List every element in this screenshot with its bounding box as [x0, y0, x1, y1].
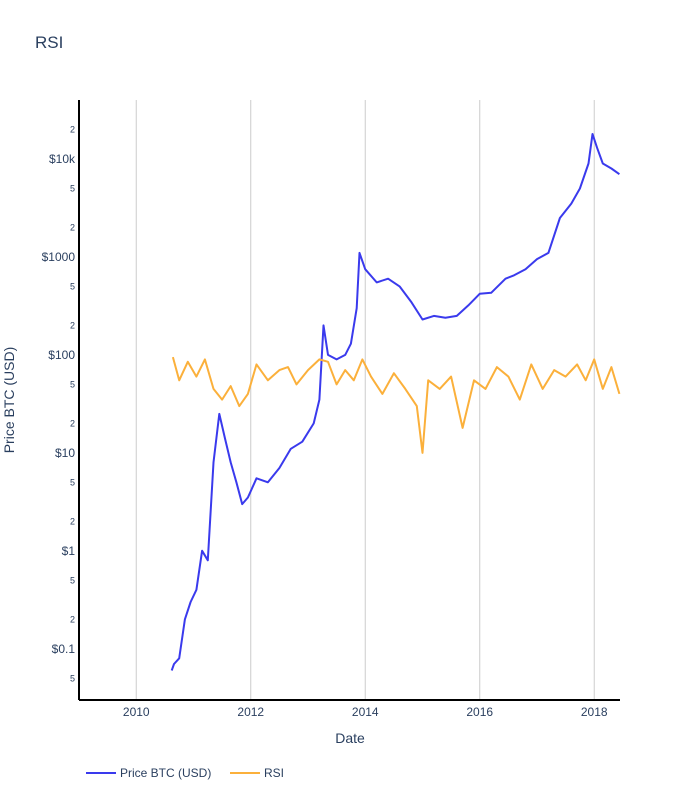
x-tick-labels: 2010 2012 2014 2016 2018: [123, 705, 608, 719]
rsi-series-line[interactable]: [171, 356, 621, 454]
y-minor-tick-label: 2: [70, 418, 75, 428]
y-tick-label: $1000: [42, 250, 76, 264]
y-tick-label: $1: [62, 544, 76, 558]
y-minor-tick-label: 5: [70, 673, 75, 683]
y-minor-tick-label: 2: [70, 516, 75, 526]
legend-label-price[interactable]: Price BTC (USD): [120, 766, 211, 780]
axes: [78, 100, 620, 701]
x-tick-label: 2018: [581, 705, 608, 719]
y-minor-tick-label: 5: [70, 281, 75, 291]
y-minor-tick-label: 5: [70, 183, 75, 193]
x-tick-label: 2012: [237, 705, 264, 719]
x-tick-label: 2014: [352, 705, 379, 719]
y-tick-label: $10: [55, 446, 75, 460]
chart-title: RSI: [35, 33, 64, 52]
y-axis-title: Price BTC (USD): [1, 347, 17, 454]
legend-label-rsi[interactable]: RSI: [264, 766, 284, 780]
y-minor-tick-label: 2: [70, 320, 75, 330]
grid-lines: [135, 100, 595, 700]
y-minor-tick-label: 2: [70, 614, 75, 624]
legend[interactable]: Price BTC (USD) RSI: [86, 766, 284, 780]
y-minor-tick-label: 2: [70, 222, 75, 232]
x-tick-label: 2010: [123, 705, 150, 719]
y-minor-tick-label: 2: [70, 124, 75, 134]
x-tick-label: 2016: [466, 705, 493, 719]
price-series-line[interactable]: [170, 133, 620, 671]
y-tick-label: $0.1: [52, 642, 76, 656]
y-tick-label: $10k: [49, 152, 76, 166]
y-minor-tick-label: 5: [70, 575, 75, 585]
x-axis-title: Date: [335, 730, 365, 746]
y-tick-labels: $0.1 $1 $10 $100 $1000 $10k 5 2 5 2 5 2 5 2 5 2 5 2: [42, 124, 76, 683]
y-minor-tick-label: 5: [70, 379, 75, 389]
y-tick-label: $100: [48, 348, 75, 362]
series-layer: [170, 133, 621, 671]
y-minor-tick-label: 5: [70, 477, 75, 487]
